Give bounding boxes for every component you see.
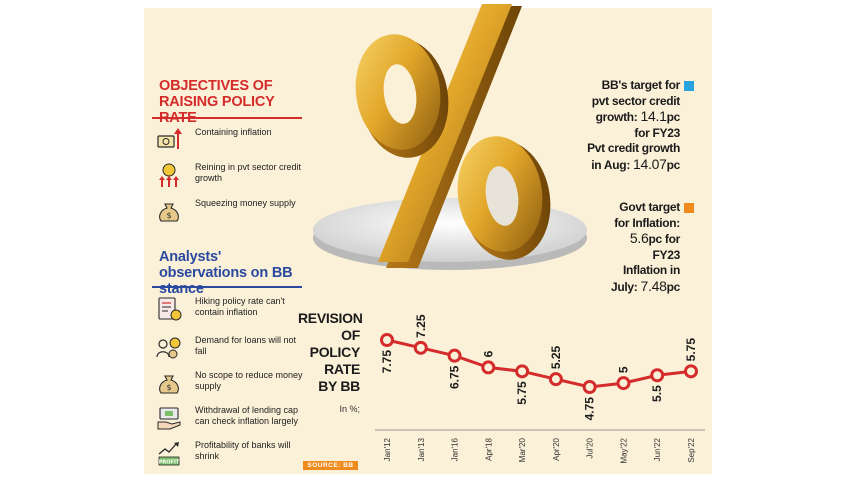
observation-item: $ No scope to reduce money supply (152, 370, 303, 400)
objective-item: Containing inflation (152, 127, 302, 157)
chart-title-line: POLICY (309, 344, 361, 360)
data-point (650, 368, 665, 383)
objective-text: Containing inflation (195, 127, 272, 137)
inflation-target-note: Govt target for Inflation: 5.6pc for FY2… (560, 200, 680, 295)
svg-text:$: $ (166, 383, 171, 392)
objective-text: Squeezing money supply (195, 198, 296, 208)
credit-target-value: 14.1 (640, 108, 667, 124)
observation-item: PROFIT Profitability of banks will shrin… (152, 440, 302, 470)
credit-note-marker (684, 81, 694, 91)
data-label: 5.25 (549, 345, 563, 369)
x-tick-label: Jan'12 (383, 437, 392, 461)
data-label: 5.75 (515, 381, 529, 405)
credit-target-note: BB's target for pvt sector credit growth… (540, 78, 680, 173)
data-point (684, 364, 698, 379)
svg-text:PROFIT: PROFIT (159, 459, 180, 465)
rate-line (386, 338, 692, 389)
data-point (481, 360, 496, 375)
credit-actual-line: in Aug: 14.07pc (591, 155, 680, 172)
x-tick-label: Jul'20 (586, 437, 595, 458)
data-point (548, 372, 563, 387)
x-tick-label: Sep'22 (687, 437, 696, 462)
credit-note-line: for FY23 (634, 125, 680, 140)
chart-title-line: OF (341, 327, 360, 343)
inflation-note-line: Govt target (619, 200, 680, 214)
data-label: 7.25 (414, 314, 428, 338)
x-tick-label: Apr'20 (552, 437, 561, 460)
credit-note-line: pvt sector credit (591, 93, 681, 108)
data-point (380, 333, 394, 347)
hand-money-icon (157, 407, 181, 430)
inflation-target-line: 5.6pc for (629, 230, 680, 246)
chart-title-line: REVISION (298, 310, 363, 326)
x-tick-label: May'22 (619, 437, 628, 463)
objectives-divider (152, 117, 302, 119)
inflation-note-line: for Inflation: (614, 215, 680, 230)
observation-text: Withdrawal of lending cap can check infl… (195, 405, 299, 426)
x-tick-label: Jun'22 (653, 437, 662, 461)
percent-hero-icon (313, 4, 587, 270)
data-point (582, 380, 597, 394)
coin-arrows-icon (159, 163, 179, 187)
credit-actual-value: 14.07 (633, 155, 667, 172)
chart-unit: In %; (339, 404, 360, 414)
data-label: 4.75 (583, 397, 597, 421)
chart-title: REVISION OF POLICY RATE BY BB (298, 310, 363, 395)
credit-note-line: BB's target for (601, 78, 681, 92)
objective-item: Reining in pvt sector credit growth (152, 162, 302, 192)
inflation-note-line: Inflation in (622, 263, 680, 277)
money-up-icon (157, 128, 182, 149)
policy-rate-chart: 7.75 Jan'12 7.25 Jan'13 6.75 Jan'16 6 Apr'18 5.7… (375, 314, 705, 464)
people-coin-icon (156, 337, 181, 359)
analysts-divider (152, 286, 302, 288)
observation-text: Demand for loans will not fall (195, 335, 297, 356)
objective-item: $ Squeezing money supply (152, 198, 302, 228)
data-label: 5 (616, 366, 630, 373)
analysts-title: Analysts' observations on BB stance (159, 249, 293, 297)
x-tick-label: Jan'13 (417, 437, 426, 461)
inflation-target-value: 5.6 (629, 230, 649, 246)
x-tick-label: Mar'20 (518, 437, 527, 462)
money-bag-icon: $ (159, 203, 179, 222)
inflation-note-marker (684, 203, 694, 213)
observation-text: Hiking policy rate can't contain inflati… (195, 296, 285, 317)
credit-note-line: Pvt credit growth (587, 141, 680, 155)
objective-text: Reining in pvt sector credit growth (195, 162, 302, 183)
data-label: 5.5 (650, 385, 664, 402)
inflation-note-line: FY23 (652, 247, 681, 262)
x-tick-label: Jan'16 (451, 437, 460, 461)
chart-title-line: RATE (324, 361, 360, 377)
credit-target-line: growth: 14.1pc (595, 108, 681, 124)
data-label: 7.75 (380, 350, 394, 374)
x-tick-label: Apr'18 (484, 437, 493, 460)
observation-item: Withdrawal of lending cap can check infl… (152, 405, 302, 435)
inflation-actual-value: 7.48 (640, 277, 667, 294)
observation-item: Hiking policy rate can't contain inflati… (152, 296, 302, 326)
observation-item: Demand for loans will not fall (152, 335, 302, 365)
data-point (616, 376, 631, 391)
data-label: 5.75 (684, 338, 698, 362)
data-point (413, 340, 428, 355)
document-chart-icon (158, 297, 182, 321)
data-label: 6.75 (448, 365, 462, 389)
data-point (447, 348, 462, 363)
data-point (515, 364, 530, 379)
source-badge: SOURCE: BB (303, 461, 358, 470)
profit-chart-icon: PROFIT (158, 442, 180, 466)
money-bag-icon: $ (159, 375, 179, 394)
inflation-actual-line: July: 7.48pc (610, 277, 680, 294)
observation-text: Profitability of banks will shrink (195, 440, 291, 461)
observation-text: No scope to reduce money supply (195, 370, 303, 391)
svg-text:$: $ (166, 211, 171, 220)
chart-title-line: BY BB (318, 378, 360, 394)
data-label: 6 (481, 350, 495, 357)
